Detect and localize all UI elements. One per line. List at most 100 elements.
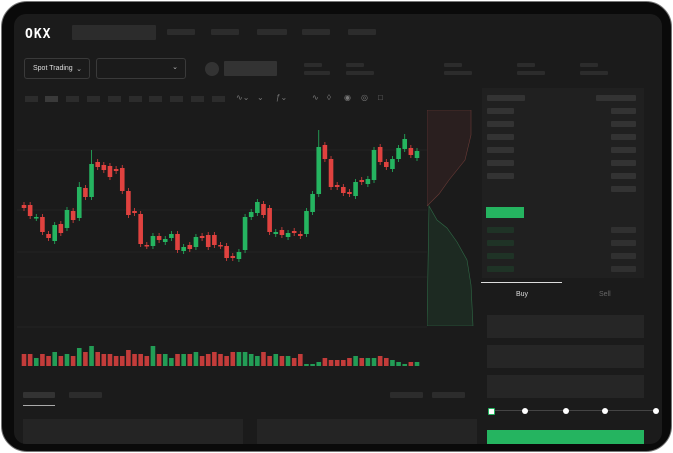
candle-body[interactable]: [371, 150, 377, 180]
slider-stop-50[interactable]: [563, 408, 569, 414]
slider-stop-100[interactable]: [653, 408, 659, 414]
candle-body[interactable]: [353, 182, 358, 196]
candle-body[interactable]: [402, 139, 408, 149]
interval-button[interactable]: [212, 96, 225, 102]
candle-body[interactable]: [33, 217, 39, 219]
indicator-icon[interactable]: ∿⌄: [236, 93, 250, 102]
candle-body[interactable]: [187, 245, 193, 249]
candle-body[interactable]: [359, 180, 365, 182]
market-type-dropdown[interactable]: Spot Trading ⌄: [24, 58, 90, 79]
search-bar[interactable]: [72, 25, 156, 40]
candle-body[interactable]: [205, 235, 211, 247]
candle-body[interactable]: [341, 187, 346, 193]
price-input[interactable]: [487, 315, 644, 338]
amount-slider-track[interactable]: [491, 410, 658, 411]
fx-icon[interactable]: ƒ⌄: [276, 93, 288, 102]
interval-button[interactable]: [45, 96, 58, 102]
slider-stop-75[interactable]: [602, 408, 608, 414]
candle-body[interactable]: [279, 230, 285, 235]
slider-stop-25[interactable]: [522, 408, 528, 414]
fullscreen-icon[interactable]: □: [378, 93, 383, 102]
candle-body[interactable]: [267, 208, 272, 232]
candle-body[interactable]: [242, 217, 248, 250]
line-tool-icon[interactable]: ∿: [312, 93, 319, 102]
candle-body[interactable]: [212, 235, 217, 245]
pair-dropdown[interactable]: ⌄: [96, 58, 186, 79]
candle-body[interactable]: [156, 236, 162, 240]
candle-body[interactable]: [138, 214, 143, 244]
settings-icon[interactable]: ◎: [361, 93, 368, 102]
candle-body[interactable]: [52, 225, 58, 241]
candle-body[interactable]: [347, 192, 352, 194]
candle-body[interactable]: [291, 231, 297, 233]
interval-button[interactable]: [129, 96, 142, 102]
candle-body[interactable]: [193, 237, 199, 247]
candle-body[interactable]: [261, 204, 266, 215]
candle-body[interactable]: [322, 145, 328, 159]
bottom-action[interactable]: [432, 392, 465, 398]
candle-body[interactable]: [101, 165, 107, 170]
candle-body[interactable]: [230, 256, 236, 258]
draw-icon[interactable]: ◊: [327, 93, 331, 102]
nav-item[interactable]: [348, 29, 376, 35]
candle-body[interactable]: [328, 159, 334, 187]
candle-body[interactable]: [162, 239, 168, 242]
candle-body[interactable]: [64, 210, 70, 228]
candle-body[interactable]: [89, 164, 94, 197]
interval-button[interactable]: [170, 96, 183, 102]
interval-button[interactable]: [108, 96, 121, 102]
nav-item[interactable]: [257, 29, 287, 35]
tab-buy[interactable]: Buy: [516, 291, 529, 298]
candle-body[interactable]: [95, 162, 100, 167]
nav-item[interactable]: [211, 29, 239, 35]
bottom-action[interactable]: [390, 392, 423, 398]
candle-body[interactable]: [414, 151, 420, 158]
candle-body[interactable]: [285, 233, 291, 237]
candle-body[interactable]: [396, 148, 401, 159]
interval-button[interactable]: [87, 96, 100, 102]
candle-body[interactable]: [273, 232, 279, 234]
candle-body[interactable]: [40, 217, 45, 232]
candle-body[interactable]: [46, 234, 51, 238]
interval-button[interactable]: [66, 96, 79, 102]
total-input[interactable]: [487, 375, 644, 398]
candle-body[interactable]: [70, 211, 76, 220]
candle-body[interactable]: [334, 185, 340, 187]
candlestick-chart[interactable]: [17, 122, 427, 372]
candle-body[interactable]: [304, 211, 309, 234]
candle-body[interactable]: [150, 236, 156, 246]
candle-body[interactable]: [169, 234, 174, 238]
nav-item[interactable]: [302, 29, 330, 35]
candle-body[interactable]: [132, 211, 137, 213]
nav-item[interactable]: [167, 29, 195, 35]
candle-body[interactable]: [408, 148, 414, 155]
candle-body[interactable]: [224, 246, 229, 258]
candle-body[interactable]: [119, 168, 125, 191]
bottom-tab-open-orders[interactable]: [23, 392, 55, 398]
candle-body[interactable]: [218, 245, 223, 247]
candle-body[interactable]: [76, 187, 82, 218]
candle-body[interactable]: [199, 236, 205, 238]
interval-button[interactable]: [25, 96, 38, 102]
candle-body[interactable]: [377, 147, 383, 162]
candle-body[interactable]: [126, 191, 131, 215]
candle-body[interactable]: [310, 194, 315, 212]
candle-body[interactable]: [383, 162, 389, 167]
candle-body[interactable]: [107, 166, 113, 177]
chart-type-icon[interactable]: ⌄: [257, 93, 264, 102]
candle-body[interactable]: [175, 234, 180, 250]
candle-body[interactable]: [365, 179, 371, 184]
candle-body[interactable]: [236, 252, 242, 259]
candle-body[interactable]: [255, 202, 260, 213]
candle-body[interactable]: [113, 169, 119, 171]
interval-button[interactable]: [149, 96, 162, 102]
amount-input[interactable]: [487, 345, 644, 368]
candle-body[interactable]: [181, 247, 186, 251]
candle-body[interactable]: [298, 234, 303, 236]
candle-body[interactable]: [316, 147, 322, 194]
candle-body[interactable]: [248, 212, 254, 217]
candle-body[interactable]: [390, 159, 395, 169]
interval-button[interactable]: [191, 96, 204, 102]
buy-button[interactable]: [487, 430, 644, 444]
candle-body[interactable]: [21, 205, 27, 208]
